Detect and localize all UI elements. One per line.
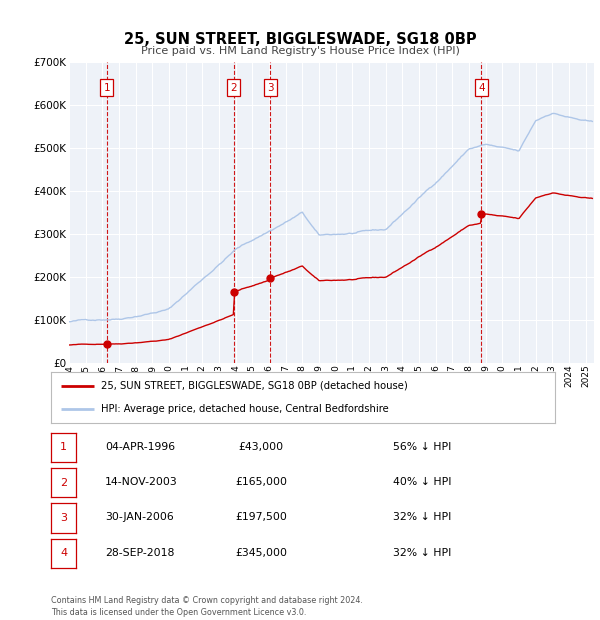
Text: 2: 2 (60, 477, 67, 488)
Text: £43,000: £43,000 (238, 441, 284, 452)
Text: Price paid vs. HM Land Registry's House Price Index (HPI): Price paid vs. HM Land Registry's House … (140, 46, 460, 56)
Text: HPI: Average price, detached house, Central Bedfordshire: HPI: Average price, detached house, Cent… (101, 404, 389, 414)
Text: 30-JAN-2006: 30-JAN-2006 (105, 512, 174, 523)
Text: 32% ↓ HPI: 32% ↓ HPI (393, 547, 451, 558)
Text: 3: 3 (60, 513, 67, 523)
Text: 25, SUN STREET, BIGGLESWADE, SG18 0BP (detached house): 25, SUN STREET, BIGGLESWADE, SG18 0BP (d… (101, 381, 408, 391)
Text: £165,000: £165,000 (235, 477, 287, 487)
Text: 1: 1 (104, 82, 110, 92)
Text: 56% ↓ HPI: 56% ↓ HPI (393, 441, 451, 452)
Text: 4: 4 (60, 548, 67, 559)
Text: 40% ↓ HPI: 40% ↓ HPI (393, 477, 452, 487)
Text: Contains HM Land Registry data © Crown copyright and database right 2024.
This d: Contains HM Land Registry data © Crown c… (51, 596, 363, 617)
Text: 3: 3 (267, 82, 274, 92)
Text: 32% ↓ HPI: 32% ↓ HPI (393, 512, 451, 523)
Text: £345,000: £345,000 (235, 547, 287, 558)
Text: 4: 4 (478, 82, 485, 92)
Text: £197,500: £197,500 (235, 512, 287, 523)
Text: 2: 2 (230, 82, 237, 92)
Text: 1: 1 (60, 442, 67, 453)
Text: 04-APR-1996: 04-APR-1996 (105, 441, 175, 452)
Text: 25, SUN STREET, BIGGLESWADE, SG18 0BP: 25, SUN STREET, BIGGLESWADE, SG18 0BP (124, 32, 476, 46)
Text: 28-SEP-2018: 28-SEP-2018 (105, 547, 175, 558)
Text: 14-NOV-2003: 14-NOV-2003 (105, 477, 178, 487)
